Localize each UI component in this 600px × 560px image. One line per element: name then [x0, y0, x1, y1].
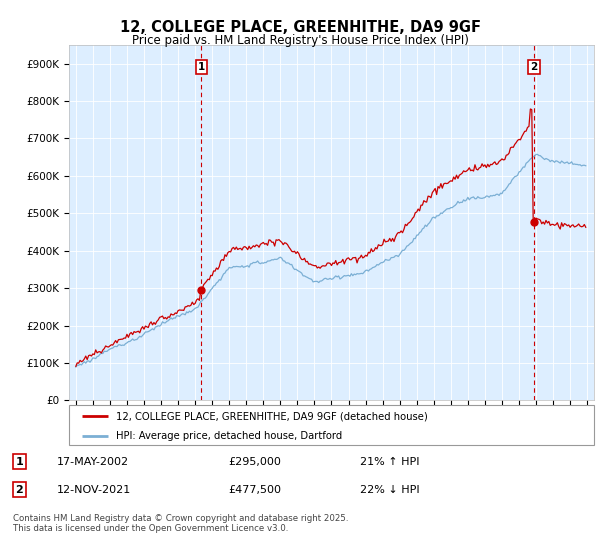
Text: 2: 2 — [530, 62, 538, 72]
Text: Contains HM Land Registry data © Crown copyright and database right 2025.
This d: Contains HM Land Registry data © Crown c… — [13, 514, 349, 534]
Text: 21% ↑ HPI: 21% ↑ HPI — [360, 456, 419, 466]
Text: 12, COLLEGE PLACE, GREENHITHE, DA9 9GF: 12, COLLEGE PLACE, GREENHITHE, DA9 9GF — [119, 20, 481, 35]
Text: 2: 2 — [16, 485, 23, 495]
Text: 17-MAY-2002: 17-MAY-2002 — [57, 456, 129, 466]
Text: £295,000: £295,000 — [228, 456, 281, 466]
Text: Price paid vs. HM Land Registry's House Price Index (HPI): Price paid vs. HM Land Registry's House … — [131, 34, 469, 46]
Text: 1: 1 — [16, 456, 23, 466]
FancyBboxPatch shape — [69, 405, 594, 445]
Text: 12-NOV-2021: 12-NOV-2021 — [57, 485, 131, 495]
Text: 22% ↓ HPI: 22% ↓ HPI — [360, 485, 419, 495]
Text: HPI: Average price, detached house, Dartford: HPI: Average price, detached house, Dart… — [116, 431, 343, 441]
Text: £477,500: £477,500 — [228, 485, 281, 495]
Text: 1: 1 — [198, 62, 205, 72]
Text: 12, COLLEGE PLACE, GREENHITHE, DA9 9GF (detached house): 12, COLLEGE PLACE, GREENHITHE, DA9 9GF (… — [116, 411, 428, 421]
